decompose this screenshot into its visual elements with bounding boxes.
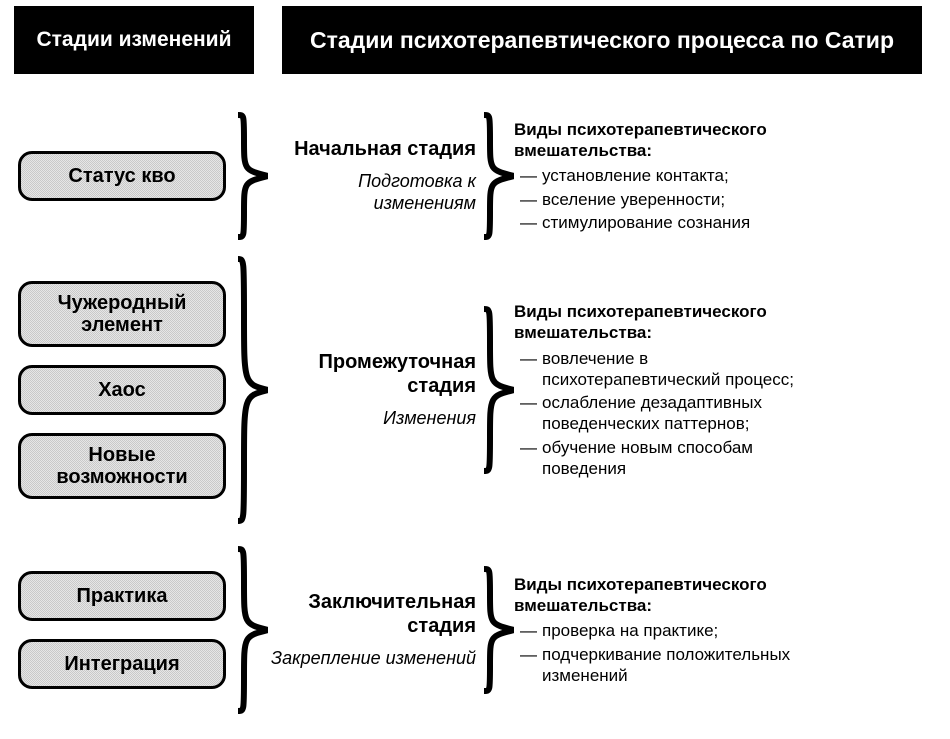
interv-lead: Виды психотерапевтического вмешательства… — [514, 119, 824, 162]
stage-box: Новые возможности — [18, 433, 226, 499]
stage-col-0: Статус кво — [18, 151, 238, 201]
brace-right-1 — [484, 305, 514, 475]
brace-right-2 — [484, 565, 514, 695]
diagram-canvas: Стадии изменений Стадии психотерапевтиче… — [0, 0, 950, 739]
stage-col-2: Практика Интеграция — [18, 571, 238, 689]
interv-item: подчеркивание положительных изменений — [514, 644, 824, 687]
interv-lead: Виды психотерапевтического вмешательства… — [514, 574, 824, 617]
brace-left-0 — [238, 111, 268, 241]
interv-col-2: Виды психотерапевтического вмешательства… — [514, 574, 824, 686]
interv-lead: Виды психотерапевтического вмешательства… — [514, 301, 824, 344]
header-right: Стадии психотерапевтического процесса по… — [282, 6, 922, 74]
mid-sub: Закрепление изменений — [268, 648, 476, 670]
stage-box: Практика — [18, 571, 226, 621]
interv-item: вселение уверенности; — [514, 189, 824, 210]
mid-col-2: Заключительная стадия Закрепление измене… — [268, 590, 484, 670]
interv-item: установление контакта; — [514, 165, 824, 186]
stage-box: Хаос — [18, 365, 226, 415]
mid-title: Начальная стадия — [268, 137, 476, 161]
interv-list: проверка на практике; подчеркивание поло… — [514, 618, 824, 686]
stage-box: Интеграция — [18, 639, 226, 689]
interv-col-1: Виды психотерапевтического вмешательства… — [514, 301, 824, 479]
stage-box: Чужеродный элемент — [18, 281, 226, 347]
group-0: Статус кво Начальная стадия Подготовка к… — [14, 96, 936, 256]
interv-item: проверка на практике; — [514, 620, 824, 641]
mid-sub: Изменения — [268, 408, 476, 430]
stage-box: Статус кво — [18, 151, 226, 201]
interv-item: обучение новым способам поведения — [514, 437, 824, 480]
header-left: Стадии изменений — [14, 6, 254, 74]
mid-title: Заключительная стадия — [268, 590, 476, 638]
group-1: Чужеродный элемент Хаос Новые возможност… — [14, 240, 936, 540]
header-row: Стадии изменений Стадии психотерапевтиче… — [14, 6, 936, 74]
stage-col-1: Чужеродный элемент Хаос Новые возможност… — [18, 281, 238, 499]
group-2: Практика Интеграция Заключительная стади… — [14, 530, 936, 730]
interv-item: вовлечение в психотерапевтический процес… — [514, 348, 824, 391]
brace-left-1 — [238, 255, 268, 525]
interv-col-0: Виды психотерапевтического вмешательства… — [514, 119, 824, 233]
mid-sub: Подготовка к изменениям — [268, 171, 476, 214]
interv-list: установление контакта; вселение уверенно… — [514, 163, 824, 233]
mid-col-0: Начальная стадия Подготовка к изменениям — [268, 137, 484, 214]
mid-col-1: Промежуточная стадия Изменения — [268, 350, 484, 430]
mid-title: Промежуточная стадия — [268, 350, 476, 398]
interv-item: ослабление дезадаптивных поведенческих п… — [514, 392, 824, 435]
brace-left-2 — [238, 545, 268, 715]
interv-item: стимулирование сознания — [514, 212, 824, 233]
brace-right-0 — [484, 111, 514, 241]
interv-list: вовлечение в психотерапевтический процес… — [514, 346, 824, 480]
